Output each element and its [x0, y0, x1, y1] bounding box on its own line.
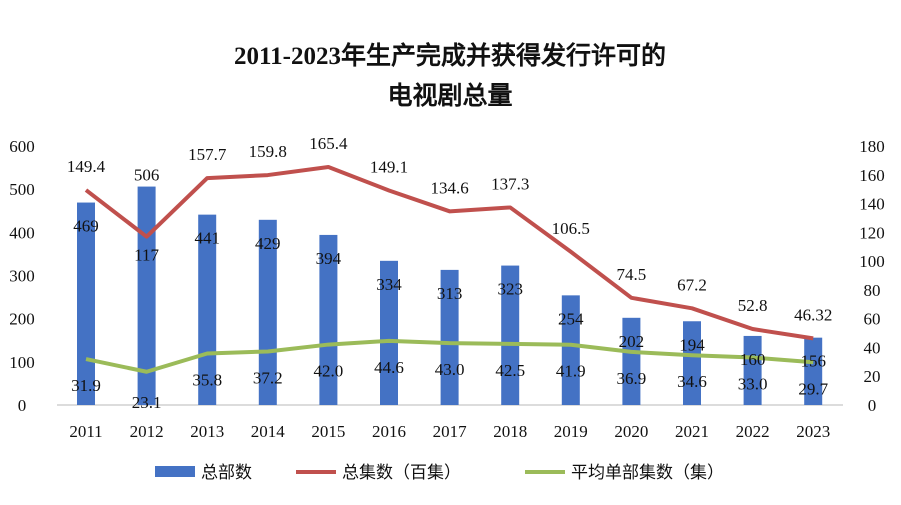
x-axis-tick: 2016: [372, 422, 406, 441]
bar-2016: [380, 260, 398, 405]
x-axis-tick: 2020: [614, 422, 648, 441]
x-axis-tick: 2012: [130, 422, 164, 441]
x-axis-tick: 2014: [251, 422, 286, 441]
x-axis-tick: 2011: [69, 422, 102, 441]
total-episodes-label: 52.8: [738, 296, 768, 315]
bar-2018: [501, 265, 520, 405]
x-axis-tick: 2023: [796, 422, 830, 441]
total-episodes-label: 67.2: [677, 275, 707, 294]
right-axis-tick: 80: [864, 281, 881, 300]
x-axis-tick: 2015: [311, 422, 345, 441]
right-axis-tick: 100: [859, 252, 885, 271]
bar-label: 506: [134, 166, 160, 185]
avg-episodes-label: 44.6: [374, 358, 404, 377]
avg-episodes-label: 33.0: [738, 375, 768, 394]
avg-episodes-label: 41.9: [556, 362, 586, 381]
bar-2022: [743, 335, 762, 405]
bar-2013: [198, 214, 217, 405]
right-axis-tick: 180: [859, 137, 885, 156]
legend-swatch-bar: [155, 466, 195, 477]
total-episodes-line: [84, 165, 814, 341]
avg-episodes-label: 42.5: [495, 361, 525, 380]
avg-episodes-label: 42.0: [314, 362, 344, 381]
bar-label: 323: [497, 280, 523, 299]
x-axis-tick: 2019: [554, 422, 588, 441]
right-axis-tick: 160: [859, 166, 885, 185]
right-axis-tick: 140: [859, 195, 885, 214]
avg-episodes-label: 29.7: [798, 379, 828, 398]
bar-2020: [622, 317, 641, 405]
bar-label: 441: [194, 229, 220, 248]
legend-label: 总部数: [201, 463, 252, 483]
right-axis-tick: 40: [864, 338, 881, 357]
total-episodes-label: 46.32: [794, 305, 832, 324]
bar-2015: [319, 234, 338, 405]
total-episodes-label: 117: [134, 246, 159, 265]
total-episodes-label: 149.1: [370, 157, 408, 176]
x-axis-tick: 2013: [190, 422, 224, 441]
bar-label: 469: [73, 217, 99, 236]
left-axis-tick: 400: [9, 223, 35, 242]
avg-episodes-label: 34.6: [677, 372, 707, 391]
x-axis-tick: 2017: [433, 422, 468, 441]
left-axis-tick: 500: [9, 180, 35, 199]
avg-episodes-label: 43.0: [435, 360, 465, 379]
bar-label: 194: [679, 335, 705, 354]
right-axis-tick: 60: [864, 310, 881, 329]
bar-2011: [77, 202, 95, 405]
bar-2019: [561, 295, 580, 405]
bar-label: 313: [437, 284, 463, 303]
avg-episodes-label: 35.8: [192, 370, 222, 389]
bar-label: 160: [740, 350, 766, 369]
bar-label: 254: [558, 309, 584, 328]
x-axis-tick: 2018: [493, 422, 527, 441]
bar-2021: [683, 321, 701, 405]
chart-title-line1: 2011-2023年生产完成并获得发行许可的: [234, 41, 666, 70]
right-axis-tick: 0: [868, 396, 877, 415]
total-episodes-label: 157.7: [188, 145, 227, 164]
bar-label: 202: [619, 332, 645, 351]
total-episodes-label: 137.3: [491, 174, 529, 193]
total-episodes-label: 134.6: [430, 178, 468, 197]
left-axis-tick: 100: [9, 353, 35, 372]
avg-episodes-label: 31.9: [71, 376, 101, 395]
total-episodes-label: 165.4: [309, 134, 348, 153]
bar-label: 156: [800, 352, 826, 371]
legend-label: 平均单部集数（集）: [571, 463, 724, 483]
chart-title-line2: 电视剧总量: [387, 82, 512, 110]
left-axis-tick: 300: [9, 267, 35, 286]
bar-label: 394: [316, 249, 342, 268]
total-episodes-label: 149.4: [67, 157, 106, 176]
total-episodes-label: 159.8: [249, 142, 287, 161]
avg-episodes-label: 23.1: [132, 393, 162, 412]
x-axis-tick: 2022: [736, 422, 770, 441]
total-episodes-label: 106.5: [552, 219, 590, 238]
left-axis-tick: 0: [18, 396, 27, 415]
right-axis-tick: 20: [864, 367, 881, 386]
bar-2023: [804, 337, 823, 405]
left-axis-tick: 200: [9, 310, 35, 329]
avg-episodes-label: 37.2: [253, 368, 283, 387]
avg-episodes-label: 36.9: [617, 369, 647, 388]
bar-2014: [258, 219, 277, 405]
bar-label: 429: [255, 234, 281, 253]
avg-episodes-line: [85, 338, 814, 374]
left-axis-tick: 600: [9, 137, 35, 156]
bar-2012: [137, 186, 156, 405]
x-axis-tick: 2021: [675, 422, 709, 441]
right-axis-tick: 120: [859, 223, 885, 242]
bar-label: 334: [376, 275, 402, 294]
legend-label: 总集数（百集）: [342, 463, 461, 483]
bar-2017: [440, 269, 459, 405]
total-episodes-label: 74.5: [617, 265, 647, 284]
